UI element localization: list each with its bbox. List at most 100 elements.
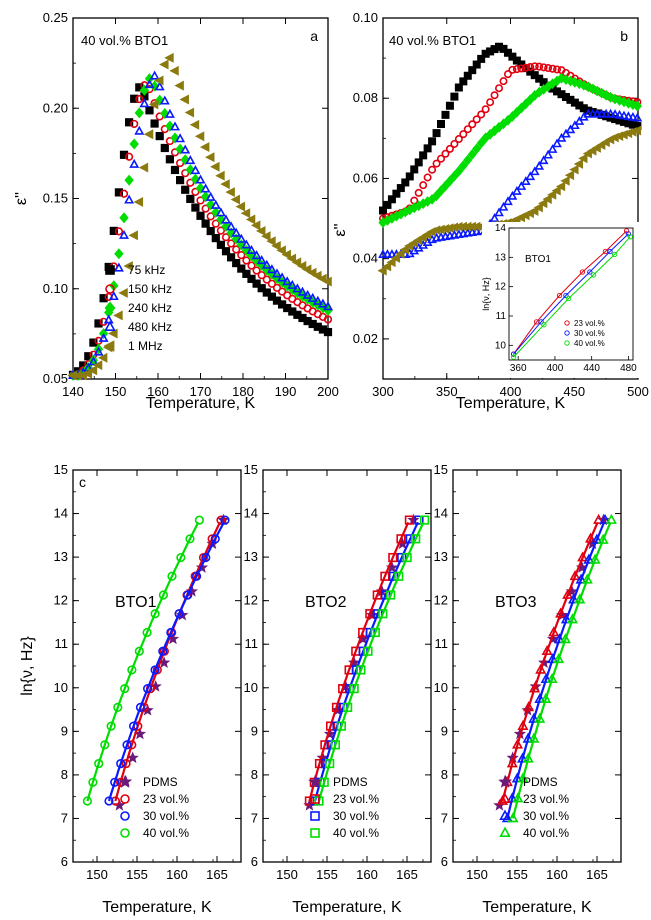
data-point [551, 185, 561, 196]
y-tick-label: 10 [434, 680, 448, 695]
data-point [186, 194, 195, 203]
data-point [468, 66, 477, 75]
data-point [631, 125, 642, 136]
data-point [252, 279, 261, 288]
inset-fit-line [513, 233, 629, 355]
data-point [317, 273, 327, 284]
data-point [385, 561, 399, 573]
data-point [463, 154, 473, 166]
axes-ticks-c2: 150 155 160 165 6 7 8 9 10 11 12 13 14 15 [244, 462, 431, 882]
data-point [472, 143, 482, 155]
data-point [114, 227, 123, 236]
data-point [538, 198, 548, 209]
data-point [194, 515, 204, 525]
data-point [113, 310, 123, 321]
data-point [553, 633, 565, 644]
data-point [520, 176, 531, 186]
data-point [569, 570, 581, 581]
data-point [623, 111, 634, 121]
data-point [592, 108, 603, 118]
data-point [568, 593, 580, 604]
data-point [508, 65, 517, 74]
data-point [183, 590, 193, 600]
x-tick-label: 155 [506, 867, 528, 882]
inset-series-1: 30 vol.% [510, 231, 632, 357]
data-point [127, 665, 137, 675]
data-point [445, 144, 454, 153]
data-point [94, 319, 103, 328]
x-tick-label: 150 [466, 867, 488, 882]
series-b-1 [378, 62, 642, 223]
data-point [619, 110, 629, 120]
data-point [511, 738, 524, 749]
data-point [323, 315, 333, 324]
y-tick-label: 12 [434, 593, 448, 608]
data-point [185, 534, 195, 544]
data-point [396, 184, 405, 193]
data-point [437, 154, 446, 163]
data-point [287, 279, 298, 289]
data-point [414, 515, 424, 525]
data-point [610, 109, 620, 119]
inset-y-tick-label: 13 [495, 252, 507, 263]
data-point [495, 84, 504, 93]
y-tick-label: 11 [55, 636, 69, 651]
data-point [542, 194, 552, 204]
data-point [291, 257, 302, 268]
data-point [437, 119, 446, 128]
data-point [533, 202, 543, 213]
y-tick-label: 0.08 [353, 90, 378, 105]
data-point [330, 740, 340, 750]
data-point [440, 180, 451, 192]
data-point [100, 740, 110, 750]
data-point [534, 160, 545, 170]
x-tick-label: 150 [86, 867, 108, 882]
data-point [378, 609, 388, 619]
data-point [110, 796, 120, 806]
data-point [599, 513, 611, 524]
data-point [165, 155, 175, 164]
data-point [521, 63, 530, 72]
y-tick-label: 8 [251, 767, 258, 782]
data-point [124, 174, 134, 186]
inset-title: BTO1 [525, 254, 551, 265]
legend-entry: 30 vol.% [333, 809, 379, 823]
panel-c2-title: BTO2 [305, 594, 347, 611]
inset-fit-line [513, 230, 627, 355]
data-point [220, 179, 230, 190]
inset-legend-marker [564, 340, 570, 346]
legend-marker [120, 794, 130, 804]
data-point [94, 758, 104, 769]
data-point [98, 332, 109, 342]
data-point [277, 272, 288, 282]
x-tick-label: 165 [206, 867, 228, 882]
inset-fit-line [513, 236, 631, 358]
legend-marker [498, 774, 512, 788]
data-point [301, 264, 312, 275]
y-tick-label: 14 [434, 506, 448, 521]
panel-c1-legend: PDMS 23 vol.% 30 vol.% 40 vol.% [118, 774, 189, 840]
data-point [383, 200, 392, 209]
data-point [584, 532, 597, 543]
data-point [445, 175, 455, 187]
y-tick-label: 11 [435, 636, 449, 651]
data-point [614, 109, 625, 119]
data-point [189, 119, 200, 130]
data-point [174, 80, 184, 91]
data-point [201, 552, 211, 563]
data-point [411, 534, 421, 544]
data-point [221, 247, 231, 256]
inset-legend-entry: 40 vol.% [574, 339, 605, 348]
data-point [230, 194, 240, 205]
data-point [528, 732, 540, 743]
data-point [145, 106, 154, 115]
data-point [158, 590, 169, 600]
data-point [323, 301, 333, 311]
data-point [529, 166, 540, 176]
data-point [377, 265, 387, 276]
data-point [113, 702, 123, 712]
data-point [560, 613, 572, 624]
data-point [195, 174, 206, 184]
data-point [232, 245, 241, 254]
data-point [297, 286, 308, 296]
